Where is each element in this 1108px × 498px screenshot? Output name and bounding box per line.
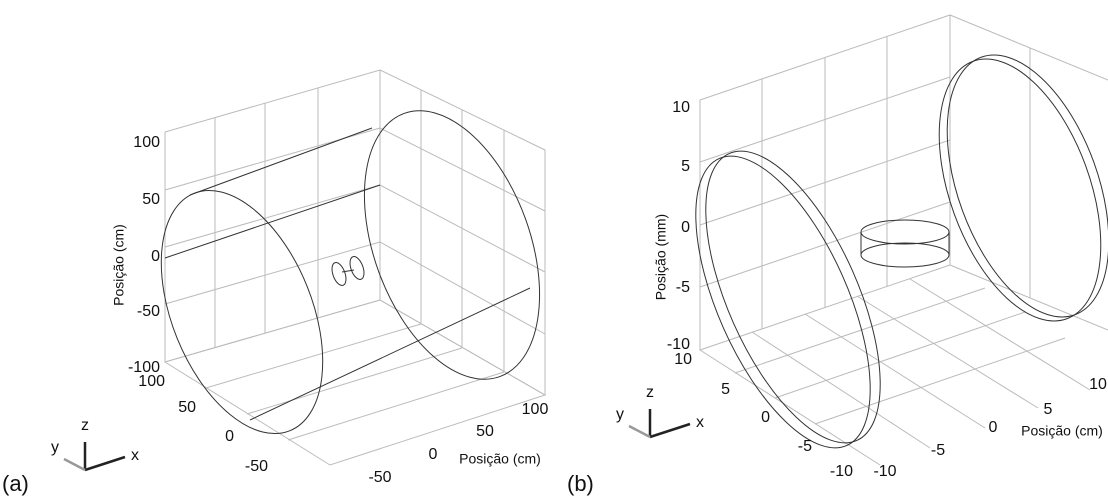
triad-a bbox=[64, 442, 125, 470]
labels: (a)Posição (cm)Posição (cm)100500-50-100… bbox=[2, 99, 1107, 496]
z-axis-label: Posição (mm) bbox=[653, 214, 669, 300]
triad-label: x bbox=[131, 447, 139, 464]
x-tick-label: 10 bbox=[1089, 376, 1107, 393]
y-tick-label: 50 bbox=[178, 399, 196, 416]
x-tick-label: 0 bbox=[429, 446, 438, 463]
x-tick-label: 0 bbox=[989, 419, 998, 436]
y-tick-label: -10 bbox=[830, 463, 853, 480]
y-tick-label: 0 bbox=[225, 428, 234, 445]
y-tick-label: -50 bbox=[245, 458, 268, 475]
y-tick-label: 10 bbox=[674, 351, 692, 368]
panel-label: (a) bbox=[2, 471, 29, 496]
z-tick-label: -5 bbox=[676, 279, 690, 296]
x-tick-label: 100 bbox=[522, 401, 549, 418]
x-axis-label: Posição (cm) bbox=[1021, 423, 1103, 439]
triad-label: x bbox=[696, 414, 704, 431]
x-tick-label: -5 bbox=[931, 442, 945, 459]
z-axis-label: Posição (cm) bbox=[111, 224, 127, 306]
z-tick-label: 0 bbox=[681, 219, 690, 236]
x-tick-label: -50 bbox=[368, 469, 391, 486]
triad-label: z bbox=[81, 417, 89, 434]
triad-label: y bbox=[51, 439, 59, 456]
z-tick-label: 10 bbox=[672, 99, 690, 116]
x-tick-label: 50 bbox=[476, 423, 494, 440]
panel-label: (b) bbox=[567, 471, 594, 496]
y-tick-label: 0 bbox=[761, 409, 770, 426]
y-tick-label: 100 bbox=[138, 373, 165, 390]
y-tick-label: -5 bbox=[798, 438, 812, 455]
triad-label: z bbox=[646, 384, 654, 401]
x-axis-label: Posição (cm) bbox=[459, 451, 541, 467]
grid-a bbox=[165, 70, 545, 465]
x-tick-label: 5 bbox=[1044, 401, 1053, 418]
grid-b bbox=[700, 15, 1108, 465]
z-tick-label: 100 bbox=[133, 134, 160, 151]
y-tick-label: 5 bbox=[721, 381, 730, 398]
triad-b bbox=[629, 409, 690, 437]
z-tick-label: 5 bbox=[681, 158, 690, 175]
triad-label: y bbox=[616, 406, 624, 423]
z-tick-label: -50 bbox=[137, 303, 160, 320]
x-tick-label: -10 bbox=[873, 463, 896, 480]
z-tick-label: 0 bbox=[151, 248, 160, 265]
figure: (a)Posição (cm)Posição (cm)100500-50-100… bbox=[0, 0, 1108, 498]
z-tick-label: 50 bbox=[142, 191, 160, 208]
